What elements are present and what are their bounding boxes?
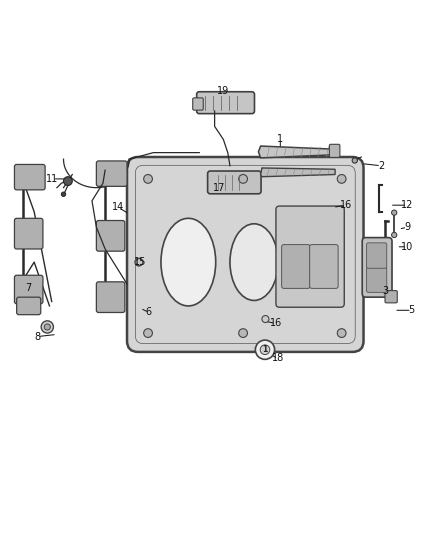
Circle shape bbox=[64, 177, 72, 185]
Text: 14: 14 bbox=[112, 203, 124, 212]
Text: 15: 15 bbox=[134, 257, 146, 267]
Circle shape bbox=[262, 316, 269, 322]
Text: 10: 10 bbox=[401, 242, 413, 252]
FancyBboxPatch shape bbox=[329, 144, 340, 157]
Circle shape bbox=[255, 340, 275, 359]
FancyBboxPatch shape bbox=[14, 275, 43, 304]
FancyBboxPatch shape bbox=[208, 171, 261, 194]
FancyBboxPatch shape bbox=[197, 92, 254, 114]
Text: 3: 3 bbox=[382, 286, 389, 296]
Text: 2: 2 bbox=[378, 161, 384, 171]
Circle shape bbox=[61, 192, 66, 197]
Polygon shape bbox=[258, 146, 333, 158]
Text: 18: 18 bbox=[272, 353, 284, 364]
FancyBboxPatch shape bbox=[193, 98, 203, 110]
Circle shape bbox=[41, 321, 53, 333]
FancyBboxPatch shape bbox=[127, 157, 364, 352]
Circle shape bbox=[260, 345, 270, 354]
FancyBboxPatch shape bbox=[96, 221, 125, 251]
Polygon shape bbox=[261, 168, 335, 177]
Text: 9: 9 bbox=[404, 222, 410, 232]
Circle shape bbox=[392, 210, 397, 215]
FancyBboxPatch shape bbox=[367, 267, 387, 292]
FancyBboxPatch shape bbox=[310, 245, 338, 288]
FancyBboxPatch shape bbox=[362, 238, 392, 297]
Text: 11: 11 bbox=[46, 174, 59, 184]
Ellipse shape bbox=[230, 224, 278, 301]
FancyBboxPatch shape bbox=[367, 243, 387, 268]
Circle shape bbox=[144, 174, 152, 183]
Text: 7: 7 bbox=[25, 284, 32, 293]
Ellipse shape bbox=[161, 219, 215, 306]
Circle shape bbox=[337, 329, 346, 337]
Text: 1: 1 bbox=[277, 134, 283, 144]
Circle shape bbox=[239, 174, 247, 183]
Circle shape bbox=[352, 158, 357, 163]
Text: 17: 17 bbox=[213, 183, 225, 192]
FancyBboxPatch shape bbox=[17, 297, 41, 314]
Text: 6: 6 bbox=[146, 308, 152, 318]
Circle shape bbox=[135, 258, 143, 266]
Text: 5: 5 bbox=[409, 305, 415, 316]
Circle shape bbox=[136, 259, 143, 265]
FancyBboxPatch shape bbox=[276, 206, 344, 307]
Circle shape bbox=[44, 324, 50, 330]
Text: 12: 12 bbox=[401, 200, 413, 210]
Text: 19: 19 bbox=[217, 86, 230, 96]
Circle shape bbox=[144, 329, 152, 337]
FancyBboxPatch shape bbox=[96, 282, 125, 312]
FancyBboxPatch shape bbox=[14, 165, 45, 190]
Text: 16: 16 bbox=[270, 318, 282, 328]
Text: 16: 16 bbox=[340, 200, 352, 210]
Circle shape bbox=[392, 232, 397, 238]
Circle shape bbox=[337, 174, 346, 183]
Circle shape bbox=[239, 329, 247, 337]
FancyBboxPatch shape bbox=[14, 219, 43, 249]
FancyBboxPatch shape bbox=[282, 245, 310, 288]
FancyBboxPatch shape bbox=[96, 161, 127, 187]
Text: 8: 8 bbox=[34, 332, 40, 342]
Text: 1: 1 bbox=[262, 345, 268, 354]
FancyBboxPatch shape bbox=[385, 290, 397, 303]
